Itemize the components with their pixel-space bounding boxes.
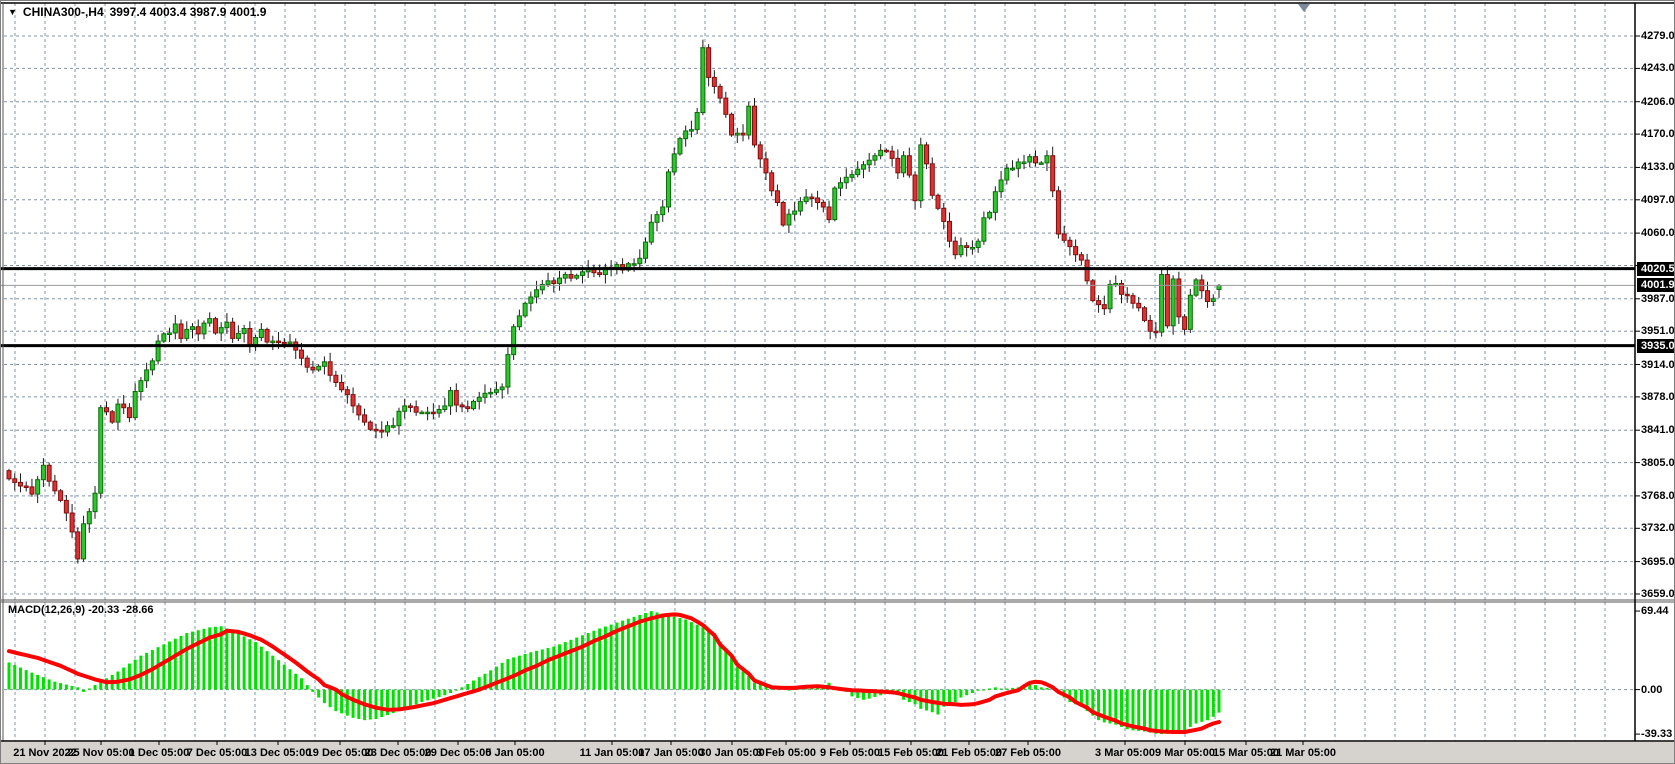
symbol-dropdown-icon: ▼ <box>8 6 17 17</box>
chart-ohlc-values: 3997.4 4003.4 3987.9 4001.9 <box>109 5 267 19</box>
level-price-badge-upper: 4020.5 <box>1637 261 1674 276</box>
current-price-badge: 4001.9 <box>1637 278 1674 293</box>
macd-indicator-label: MACD(12,26,9) -20.33 -28.66 <box>8 604 154 616</box>
level-price-badge-lower: 3935.0 <box>1637 338 1674 353</box>
macd-name: MACD(12,26,9) <box>8 604 86 616</box>
chart-title: ▼ CHINA300-,H4 3997.4 4003.4 3987.9 4001… <box>8 5 266 19</box>
chart-shift-marker[interactable] <box>1298 4 1310 12</box>
chart-symbol-period: CHINA300-,H4 <box>22 5 104 19</box>
macd-current-values: -20.33 -28.66 <box>88 604 154 616</box>
